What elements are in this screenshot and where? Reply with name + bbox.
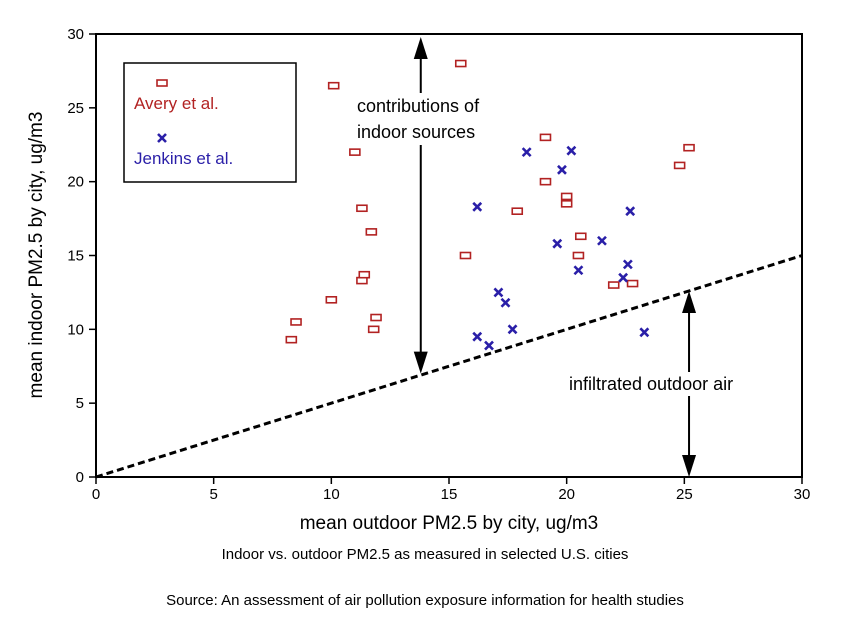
x-marker-stroke <box>625 206 636 217</box>
data-point-jenkins <box>472 331 483 342</box>
data-point-jenkins <box>618 272 629 283</box>
legend-marker-jenkins <box>157 133 167 143</box>
data-point-avery <box>325 295 338 304</box>
x-marker-stroke <box>472 201 483 212</box>
arrow-head-up <box>413 36 428 59</box>
data-point-jenkins <box>552 238 563 249</box>
annotations-layer: contributions of indoor sources infiltrate… <box>356 36 798 477</box>
data-point-avery <box>370 313 382 322</box>
arrow-head-up <box>682 290 697 313</box>
y-tick-label: 30 <box>67 26 84 43</box>
data-points-layer <box>285 59 695 351</box>
legend-label-avery: Avery et al. <box>134 94 219 113</box>
data-point-avery <box>365 228 378 236</box>
data-point-jenkins <box>622 259 633 270</box>
data-point-avery <box>290 318 302 326</box>
x-marker-stroke <box>157 133 167 143</box>
x-marker-stroke <box>472 331 483 342</box>
data-point-avery <box>539 177 552 186</box>
x-marker-stroke <box>573 265 584 276</box>
x-marker-stroke <box>622 259 633 270</box>
data-point-avery <box>454 59 467 68</box>
data-point-jenkins <box>493 287 504 298</box>
annotation-indoor-sources: contributions of <box>357 96 480 116</box>
x-tick-label: 0 <box>92 486 100 503</box>
legend-box <box>123 62 297 183</box>
caption-source: Source: An assessment of air pollution e… <box>166 592 684 609</box>
arrow-head-down <box>682 455 697 477</box>
arrow-head-down <box>413 351 428 374</box>
x-marker-stroke <box>493 287 504 298</box>
x-tick-label: 25 <box>676 486 693 503</box>
caption-title: Indoor vs. outdoor PM2.5 as measured in … <box>221 546 629 563</box>
y-tick-label: 0 <box>76 469 84 486</box>
legend-label-jenkins: Jenkins et al. <box>134 149 233 168</box>
y-tick-label: 15 <box>67 248 84 265</box>
x-tick-label: 20 <box>558 486 575 503</box>
data-point-avery <box>607 281 620 289</box>
data-point-jenkins <box>557 164 567 175</box>
data-point-jenkins <box>566 145 577 156</box>
x-tick-label: 10 <box>323 486 340 503</box>
annotation-bg <box>356 93 534 145</box>
reference-line-layer <box>95 254 803 479</box>
y-tick-label: 5 <box>76 395 84 412</box>
x-marker-stroke <box>484 340 494 351</box>
x-marker-stroke <box>639 327 650 338</box>
scatter-chart: 0 5 10 15 20 25 30 0 5 10 15 20 25 30 mean outdoor P… <box>26 26 811 534</box>
x-axis-ticks: 0 5 10 15 20 25 30 <box>92 477 811 503</box>
data-point-avery <box>349 148 361 156</box>
y-axis-label: mean indoor PM2.5 by city, ug/m3 <box>26 112 47 399</box>
data-point-jenkins <box>625 206 636 217</box>
data-point-jenkins <box>507 324 518 335</box>
indoor-contribution-arrow <box>413 36 428 374</box>
data-point-avery <box>574 232 587 241</box>
data-point-jenkins <box>484 340 494 351</box>
data-point-avery <box>511 207 524 215</box>
x-tick-label: 5 <box>209 486 217 503</box>
y-axis-ticks: 0 5 10 15 20 25 30 <box>67 26 96 486</box>
data-point-avery <box>356 204 368 213</box>
legend-marker-avery <box>156 79 168 87</box>
data-point-jenkins <box>573 265 584 276</box>
data-point-jenkins <box>521 147 532 158</box>
data-point-jenkins <box>500 297 511 308</box>
data-point-avery <box>539 133 552 142</box>
data-point-avery <box>626 279 639 288</box>
data-point-jenkins <box>472 201 483 212</box>
x-marker-stroke <box>507 324 518 335</box>
x-marker-stroke <box>557 164 567 175</box>
x-tick-label: 30 <box>794 486 811 503</box>
data-point-avery <box>560 192 573 201</box>
data-point-avery <box>683 143 695 152</box>
x-marker-stroke <box>552 238 563 249</box>
data-point-avery <box>367 325 380 334</box>
data-point-jenkins <box>639 327 650 338</box>
data-point-avery <box>673 161 686 170</box>
data-point-avery <box>572 251 585 260</box>
data-point-avery <box>459 251 472 260</box>
data-point-avery <box>356 276 368 285</box>
annotation-bg <box>566 372 798 396</box>
y-tick-label: 10 <box>67 321 84 338</box>
y-tick-label: 20 <box>67 174 84 191</box>
data-point-avery <box>327 81 340 90</box>
x-marker-stroke <box>597 235 607 246</box>
dashed-reference-line <box>95 254 803 479</box>
x-marker-stroke <box>521 147 532 158</box>
x-marker-stroke <box>618 272 629 283</box>
annotation-indoor-sources: indoor sources <box>357 122 475 142</box>
data-point-jenkins <box>597 235 607 246</box>
data-point-avery <box>285 335 298 344</box>
x-marker-stroke <box>500 297 511 308</box>
x-axis-label: mean outdoor PM2.5 by city, ug/m3 <box>300 513 599 534</box>
x-marker-stroke <box>566 145 577 156</box>
x-tick-label: 15 <box>441 486 458 503</box>
data-point-avery <box>358 270 371 279</box>
legend: Avery et al. Jenkins et al. <box>123 62 297 183</box>
data-point-avery <box>560 200 573 208</box>
y-tick-label: 25 <box>67 100 84 117</box>
annotation-infiltrated-air: infiltrated outdoor air <box>569 374 733 394</box>
